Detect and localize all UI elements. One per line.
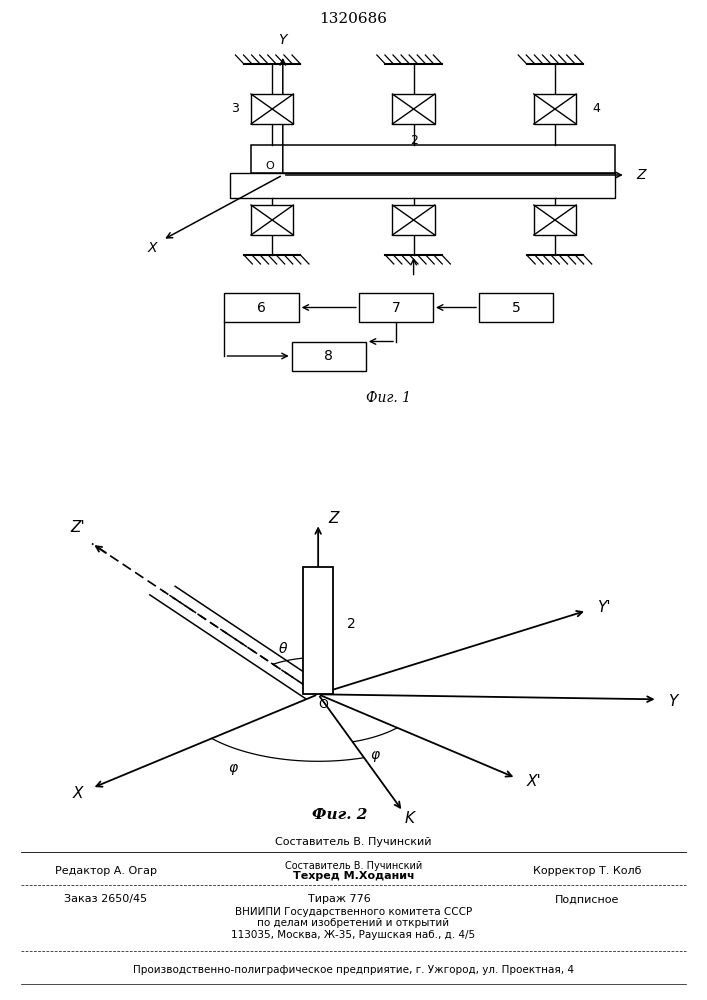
Text: 8: 8 <box>325 349 333 363</box>
Text: O: O <box>266 161 274 171</box>
Bar <box>251 94 293 124</box>
Text: Z': Z' <box>71 520 85 535</box>
Bar <box>251 205 293 235</box>
Bar <box>291 342 366 370</box>
Text: Подписное: Подписное <box>554 894 619 904</box>
Text: 1: 1 <box>283 221 291 234</box>
Text: 4: 4 <box>592 103 600 115</box>
Text: по делам изобретений и открытий: по делам изобретений и открытий <box>257 918 450 928</box>
Text: Фиг. 1: Фиг. 1 <box>366 390 411 404</box>
Text: 1320686: 1320686 <box>320 12 387 26</box>
Text: X: X <box>73 786 83 801</box>
Text: 5: 5 <box>512 300 520 314</box>
Text: Корректор Т. Колб: Корректор Т. Колб <box>532 866 641 876</box>
Text: X: X <box>147 240 157 254</box>
Bar <box>225 293 299 322</box>
Bar <box>479 293 553 322</box>
Text: Z: Z <box>636 168 645 182</box>
Text: φ: φ <box>229 761 238 775</box>
Bar <box>392 94 435 124</box>
Text: θ: θ <box>279 642 287 656</box>
Text: O: O <box>318 698 328 711</box>
Text: X': X' <box>527 774 542 789</box>
Text: Y: Y <box>668 694 677 708</box>
Bar <box>251 145 615 172</box>
Text: Составитель В. Пучинский: Составитель В. Пучинский <box>285 861 422 871</box>
Text: 2: 2 <box>410 133 418 146</box>
Text: 3: 3 <box>231 103 239 115</box>
Text: Составитель В. Пучинский: Составитель В. Пучинский <box>275 837 432 847</box>
Bar <box>534 94 576 124</box>
Text: Редактор А. Огар: Редактор А. Огар <box>55 866 157 876</box>
Bar <box>358 293 433 322</box>
Text: Заказ 2650/45: Заказ 2650/45 <box>64 894 148 904</box>
Text: Y: Y <box>279 33 287 47</box>
Text: 6: 6 <box>257 300 266 314</box>
Text: 2: 2 <box>347 617 356 631</box>
Text: Фиг. 2: Фиг. 2 <box>312 808 367 822</box>
Text: φ: φ <box>370 748 379 762</box>
Bar <box>534 205 576 235</box>
Bar <box>303 567 333 694</box>
Bar <box>230 172 615 198</box>
Bar <box>392 205 435 235</box>
Text: ВНИИПИ Государственного комитета СССР: ВНИИПИ Государственного комитета СССР <box>235 907 472 917</box>
Text: Производственно-полиграфическое предприятие, г. Ужгород, ул. Проектная, 4: Производственно-полиграфическое предприя… <box>133 965 574 975</box>
Text: Техред М.Ходанич: Техред М.Ходанич <box>293 871 414 881</box>
Text: Z: Z <box>329 511 339 526</box>
Text: 113035, Москва, Ж-35, Раушская наб., д. 4/5: 113035, Москва, Ж-35, Раушская наб., д. … <box>231 930 476 940</box>
Text: 7: 7 <box>392 300 400 314</box>
Text: Y': Y' <box>597 600 611 615</box>
Text: Тираж 776: Тираж 776 <box>308 894 370 904</box>
Text: K: K <box>405 811 415 826</box>
